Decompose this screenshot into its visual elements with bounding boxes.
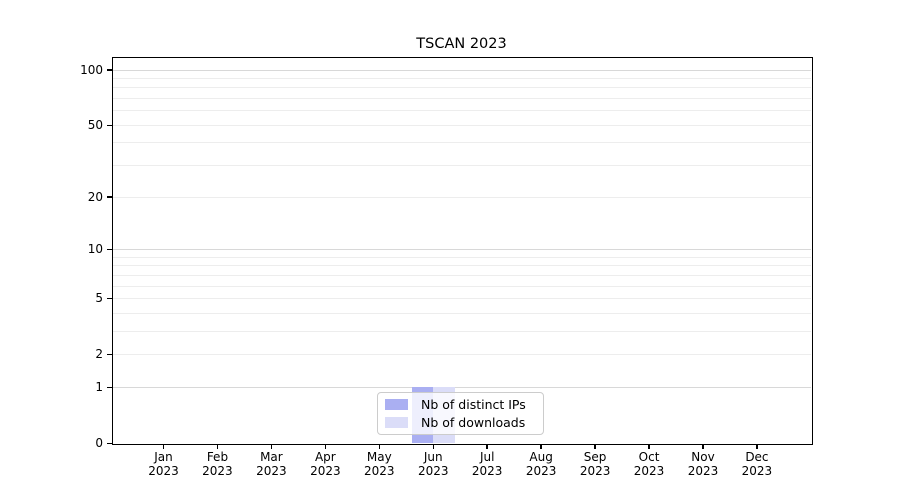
x-tick-label: Jul 2023 (455, 450, 519, 478)
x-tick-month: Dec (745, 450, 769, 464)
x-tick-year: 2023 (741, 463, 773, 478)
y-tick (106, 196, 113, 198)
x-tick (162, 444, 165, 449)
x-tick-year: 2023 (364, 463, 395, 478)
y-tick (106, 124, 113, 127)
x-tick (594, 444, 596, 449)
minor-gridline (113, 165, 811, 167)
x-tick-label: Jun 2023 (401, 450, 465, 478)
x-tick (432, 444, 434, 449)
x-tick-month: Jun (423, 450, 443, 464)
x-tick (324, 444, 327, 449)
x-tick (270, 444, 273, 449)
x-tick (486, 444, 488, 449)
x-tick-year: 2023 (687, 463, 719, 478)
x-tick (648, 444, 650, 449)
minor-gridline (113, 285, 811, 287)
x-tick (378, 444, 381, 449)
y-tick (106, 386, 113, 389)
y-tick-label: 20 (87, 189, 103, 204)
x-tick-label: Oct 2023 (617, 450, 681, 478)
legend-swatch-distinct-ips (385, 399, 408, 410)
x-tick-year: 2023 (310, 463, 341, 478)
x-tick-month: Jul (479, 450, 495, 464)
y-tick (106, 297, 113, 300)
minor-gridline (113, 196, 811, 198)
x-tick (756, 444, 758, 449)
minor-gridline (113, 274, 811, 276)
minor-gridline (113, 77, 811, 79)
legend-label-downloads: Nb of downloads (421, 415, 526, 430)
minor-gridline (113, 124, 811, 126)
minor-gridline (113, 312, 811, 314)
x-tick-year: 2023 (525, 463, 557, 478)
x-tick-month: May (366, 450, 392, 464)
minor-gridline (113, 110, 811, 112)
x-tick-year: 2023 (202, 463, 233, 478)
x-tick-label: Jan 2023 (132, 450, 196, 478)
x-tick-year: 2023 (256, 463, 287, 478)
x-tick-year: 2023 (417, 463, 449, 478)
legend-entry-distinct-ips: Nb of distinct IPs (385, 397, 536, 412)
legend-label-distinct-ips: Nb of distinct IPs (421, 397, 526, 412)
x-tick-month: Apr (314, 450, 336, 464)
y-tick (106, 248, 113, 251)
x-tick-label: Aug 2023 (509, 450, 573, 478)
y-tick-label: 10 (87, 241, 103, 256)
minor-gridline (113, 265, 811, 267)
x-tick-label: Sep 2023 (563, 450, 627, 478)
y-tick-label: 100 (80, 62, 103, 77)
y-tick-label: 0 (95, 436, 103, 450)
x-tick-month: Sep (583, 450, 607, 464)
y-tick-label: 5 (95, 290, 103, 305)
x-tick-year: 2023 (579, 463, 611, 478)
y-tick-label: 2 (95, 347, 103, 362)
x-tick-month: Mar (260, 450, 283, 464)
minor-gridline (113, 98, 811, 100)
x-tick-year: 2023 (633, 463, 665, 478)
x-tick-label: Nov 2023 (671, 450, 735, 478)
minor-gridline (113, 87, 811, 89)
x-tick-label: Feb 2023 (185, 450, 249, 478)
x-tick (216, 444, 219, 449)
legend: Nb of distinct IPs Nb of downloads (377, 392, 544, 435)
major-gridline (113, 386, 811, 388)
minor-gridline (113, 297, 811, 299)
minor-gridline (113, 142, 811, 144)
y-tick-label: 50 (87, 117, 103, 132)
x-tick-month: Feb (206, 450, 229, 464)
x-tick (702, 444, 704, 449)
x-tick-month: Jan (154, 450, 173, 464)
legend-entry-downloads: Nb of downloads (385, 415, 536, 430)
chart-title: TSCAN 2023 (416, 36, 507, 52)
y-tick-label: 1 (95, 379, 103, 394)
minor-gridline (113, 354, 811, 356)
minor-gridline (113, 330, 811, 332)
x-tick-month: Nov (691, 450, 715, 464)
legend-swatch-downloads (385, 417, 408, 428)
y-tick (106, 69, 113, 71)
x-tick-label: Apr 2023 (293, 450, 357, 478)
x-tick-label: Mar 2023 (239, 450, 303, 478)
x-tick-month: Oct (638, 450, 660, 464)
y-tick (106, 442, 113, 445)
x-tick-year: 2023 (148, 463, 179, 478)
x-tick-month: Aug (529, 450, 553, 464)
x-tick-label: May 2023 (347, 450, 411, 478)
x-tick-year: 2023 (471, 463, 503, 478)
major-gridline (113, 248, 811, 250)
y-tick (106, 353, 113, 356)
major-gridline (113, 69, 811, 71)
x-tick-label: Dec 2023 (725, 450, 789, 478)
x-tick (540, 444, 542, 449)
minor-gridline (113, 256, 811, 258)
